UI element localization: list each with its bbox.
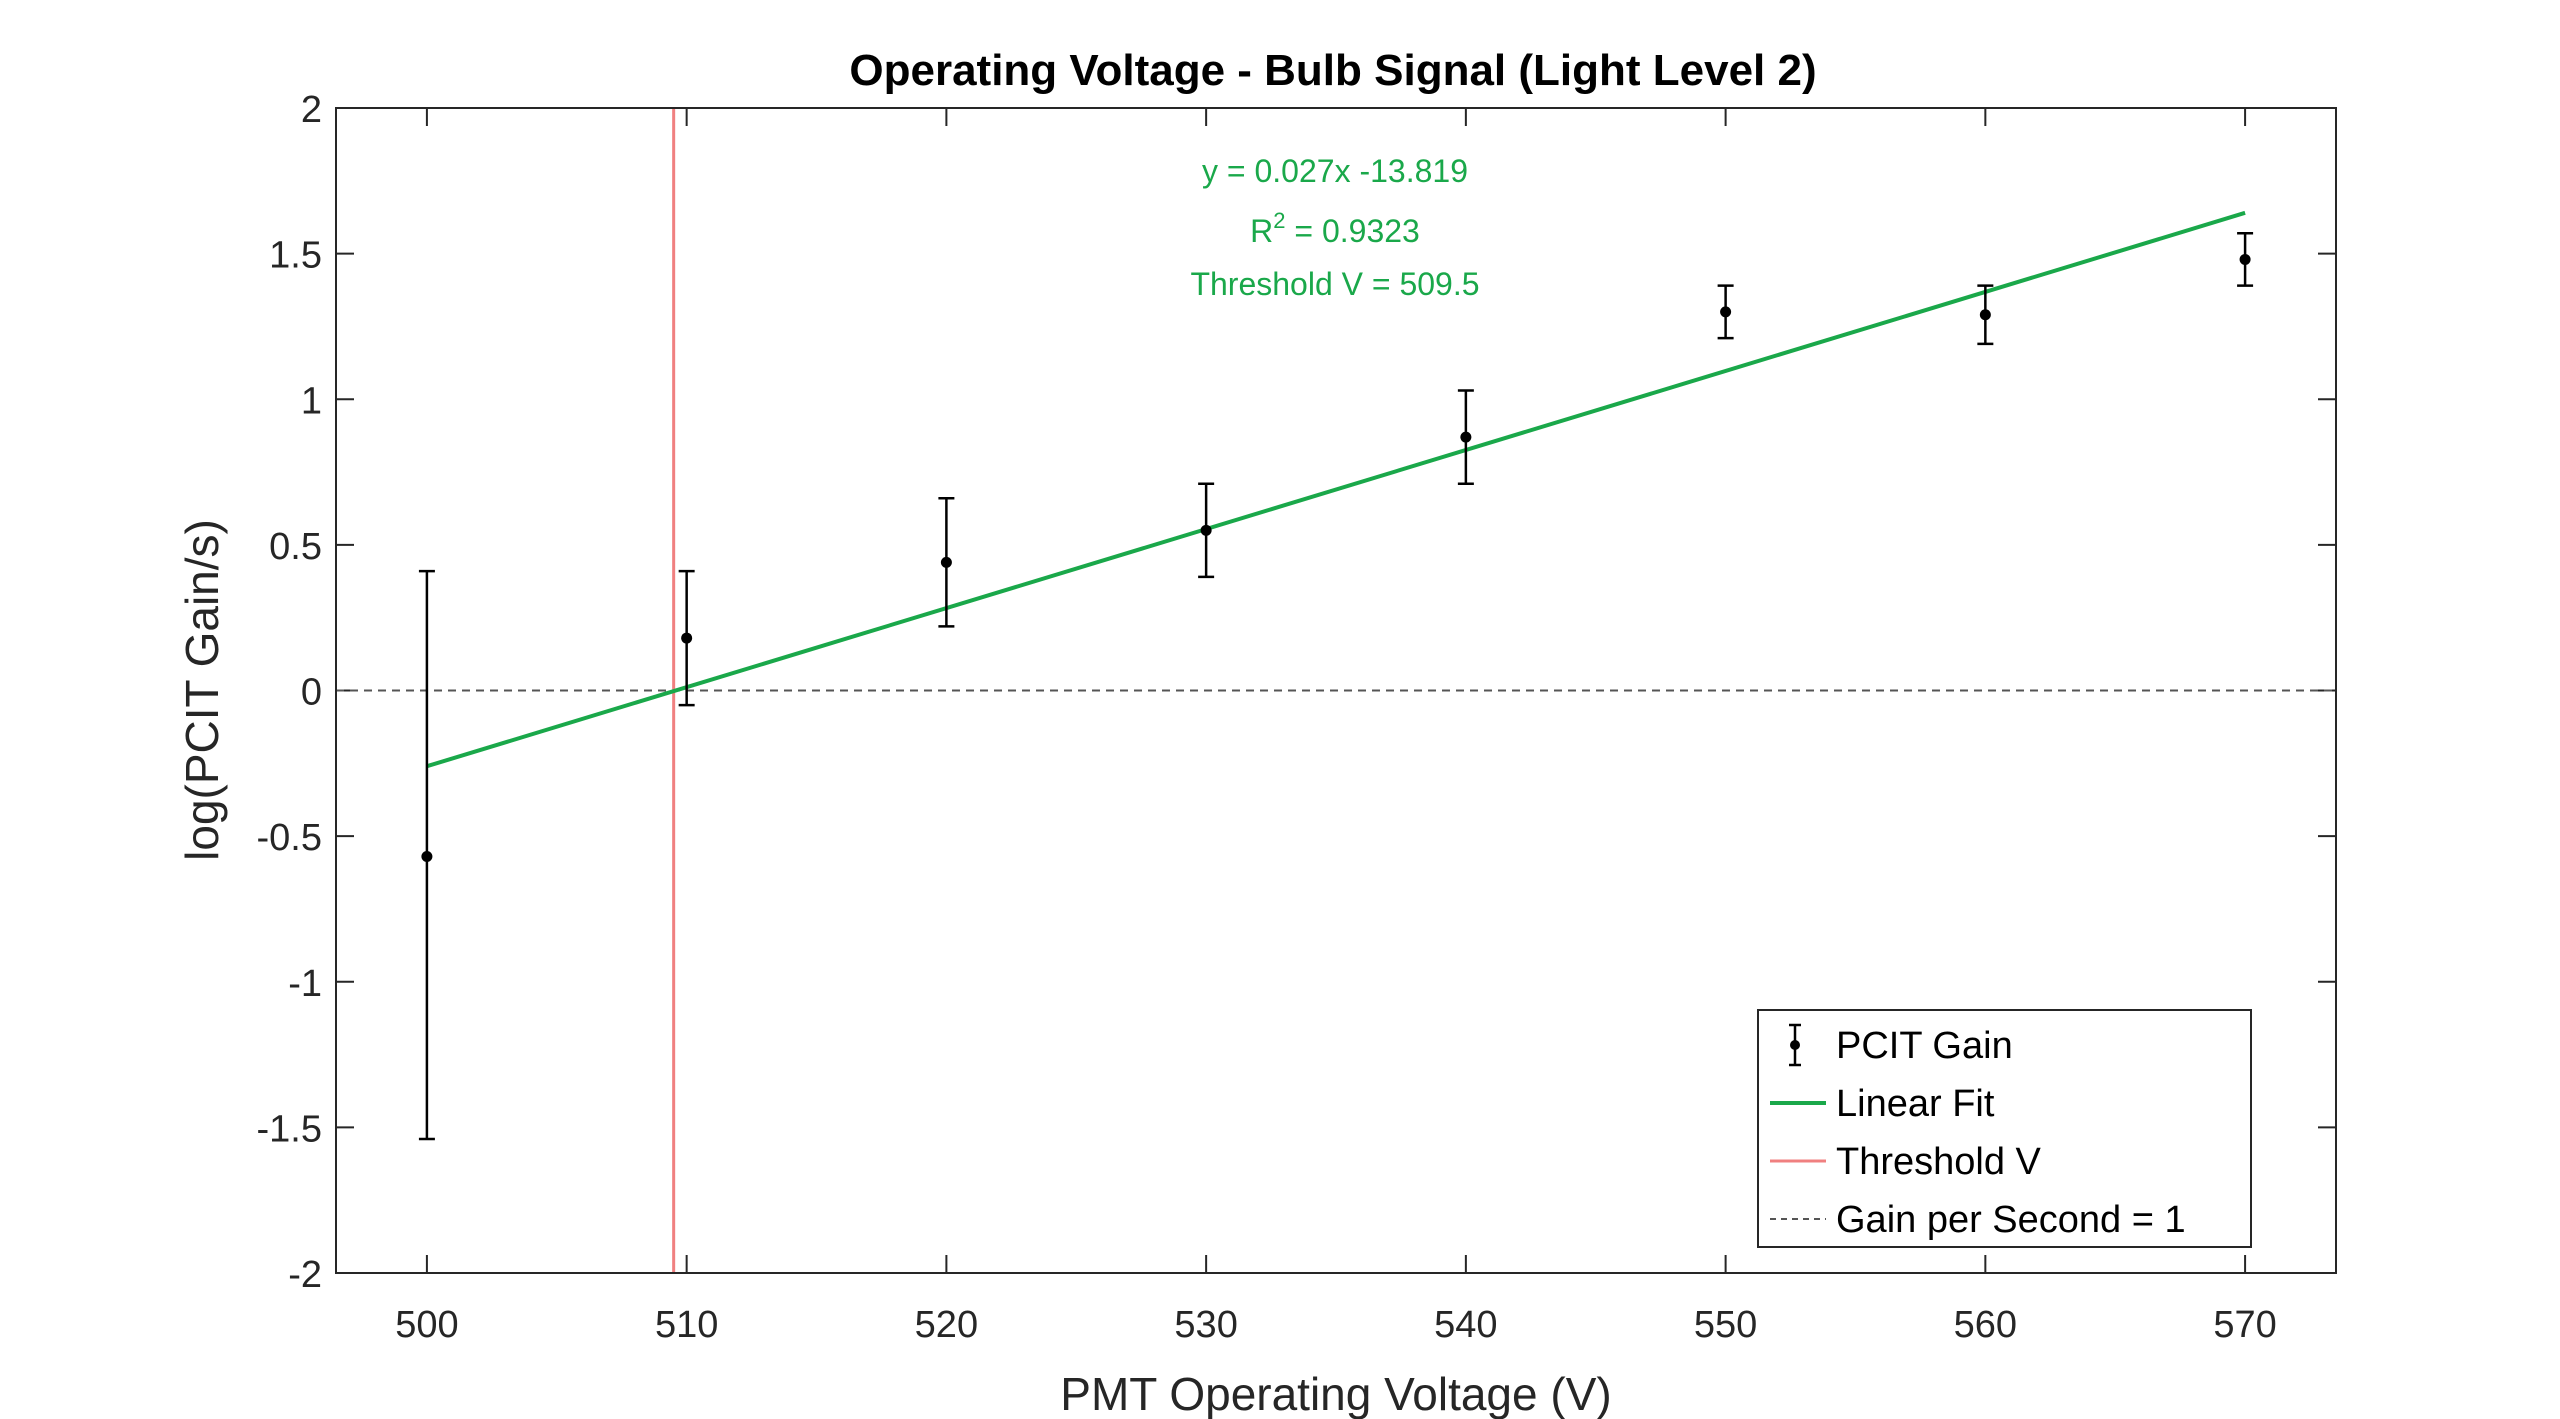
fit-threshold: Threshold V = 509.5 bbox=[1190, 266, 1479, 302]
data-point-550 bbox=[1717, 284, 1734, 340]
y-tick-label-1.5: 1.5 bbox=[269, 235, 322, 277]
legend-item-gain-per-second: Gain per Second = 1 bbox=[1770, 1199, 2186, 1241]
marker-550 bbox=[1720, 306, 1732, 318]
y-tick-label-0.5: 0.5 bbox=[269, 526, 322, 568]
x-tick-label-520: 520 bbox=[915, 1304, 978, 1346]
ticks: 500 510 520 530 540 550 560 570 -2 -1.5 -1 -0.5 0 0.5… bbox=[257, 89, 2336, 1346]
x-tick-label-550: 550 bbox=[1694, 1304, 1757, 1346]
data-point-520 bbox=[938, 497, 955, 628]
fit-equation: y = 0.027x -13.819 bbox=[1202, 153, 1468, 189]
y-tick-label--1.5: -1.5 bbox=[257, 1108, 322, 1150]
r2-superscript: 2 bbox=[1273, 208, 1285, 233]
x-axis-label: PMT Operating Voltage (V) bbox=[1060, 1368, 1611, 1419]
fit-annotation: y = 0.027x -13.819 R2 = 0.9323 Threshold… bbox=[1190, 153, 1479, 302]
x-tick-label-540: 540 bbox=[1434, 1304, 1497, 1346]
marker-520 bbox=[940, 556, 952, 568]
x-tick-label-500: 500 bbox=[395, 1304, 458, 1346]
legend-box bbox=[1757, 1009, 2252, 1248]
data-point-500 bbox=[418, 569, 435, 1141]
y-axis-label: log(PCIT Gain/s) bbox=[176, 519, 228, 861]
r2-prefix: R bbox=[1250, 213, 1273, 249]
y-tick-label-1: 1 bbox=[301, 380, 322, 422]
legend-item-pcit-gain: PCIT Gain bbox=[1789, 1023, 2013, 1067]
legend-item-threshold: Threshold V bbox=[1770, 1141, 2042, 1183]
data-point-570 bbox=[2237, 231, 2254, 287]
r2-value: = 0.9323 bbox=[1286, 213, 1420, 249]
y-tick-label-2: 2 bbox=[301, 89, 322, 131]
data-point-560 bbox=[1977, 284, 1994, 346]
y-tick-label--0.5: -0.5 bbox=[257, 817, 322, 859]
marker-500 bbox=[421, 851, 433, 863]
data-point-510 bbox=[678, 569, 695, 707]
chart-title: Operating Voltage - Bulb Signal (Light L… bbox=[849, 46, 1816, 95]
legend-errorbar-icon bbox=[1789, 1023, 1801, 1067]
data-point-540 bbox=[1457, 389, 1474, 485]
legend-label-threshold: Threshold V bbox=[1836, 1141, 2042, 1183]
legend-item-linear-fit: Linear Fit bbox=[1770, 1083, 1995, 1125]
y-tick-label--1: -1 bbox=[288, 963, 322, 1005]
legend: PCIT Gain Linear Fit Threshold V Gain pe… bbox=[1757, 1009, 2252, 1248]
legend-label-linear-fit: Linear Fit bbox=[1836, 1083, 1995, 1125]
fit-line-group bbox=[426, 210, 2246, 769]
plot-frame bbox=[335, 107, 2337, 1274]
y-tick-label--2: -2 bbox=[288, 1254, 322, 1296]
x-tick-label-510: 510 bbox=[655, 1304, 718, 1346]
marker-530 bbox=[1200, 524, 1212, 536]
marker-570 bbox=[2239, 253, 2251, 265]
marker-510 bbox=[681, 632, 693, 644]
legend-label-pcit-gain: PCIT Gain bbox=[1836, 1025, 2013, 1067]
x-tick-label-570: 570 bbox=[2213, 1304, 2276, 1346]
linear-fit-line bbox=[426, 210, 2246, 769]
x-tick-label-560: 560 bbox=[1954, 1304, 2017, 1346]
data-point-530 bbox=[1198, 482, 1215, 579]
x-tick-label-530: 530 bbox=[1174, 1304, 1237, 1346]
marker-540 bbox=[1460, 431, 1472, 443]
legend-label-gain-per-second: Gain per Second = 1 bbox=[1836, 1199, 2186, 1241]
marker-560 bbox=[1979, 309, 1991, 321]
data-points bbox=[418, 231, 2254, 1141]
fit-r-squared: R2 = 0.9323 bbox=[1250, 208, 1420, 249]
y-tick-label-0: 0 bbox=[301, 672, 322, 714]
